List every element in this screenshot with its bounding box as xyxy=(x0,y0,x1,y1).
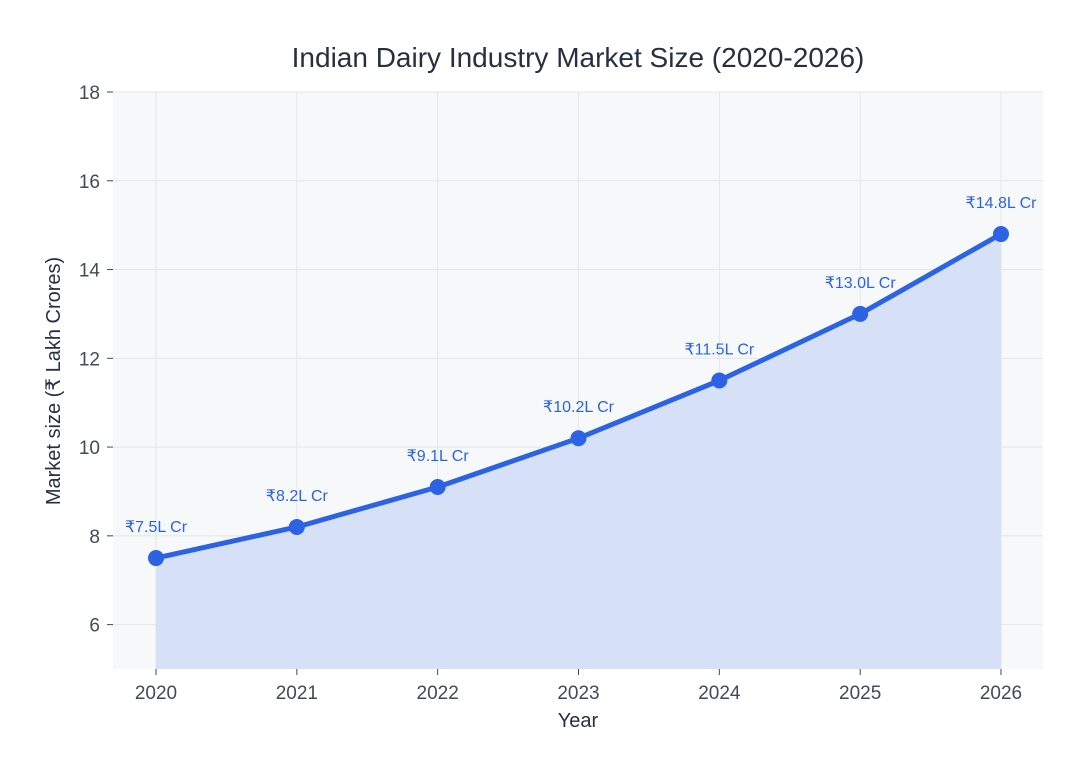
data-label: ₹9.1L Cr xyxy=(407,448,470,465)
y-axis-ticks: 6 8 10 12 14 16 18 xyxy=(79,83,113,637)
y-tick-label: 14 xyxy=(79,261,101,282)
x-tick-label: 2023 xyxy=(557,683,599,704)
y-tick-label: 18 xyxy=(79,83,100,104)
area-layer xyxy=(156,234,1001,669)
y-tick-label: 6 xyxy=(89,616,100,637)
x-tick-label: 2020 xyxy=(135,683,177,704)
data-point xyxy=(993,226,1009,243)
y-tick-label: 10 xyxy=(79,438,100,459)
data-label: ₹13.0L Cr xyxy=(825,275,897,292)
data-label: ₹7.5L Cr xyxy=(125,519,188,536)
data-point xyxy=(570,430,587,447)
data-point xyxy=(148,550,164,567)
y-tick-label: 8 xyxy=(89,527,100,548)
x-tick-label: 2024 xyxy=(698,683,741,704)
x-tick-label: 2021 xyxy=(276,683,318,704)
x-tick-label: 2022 xyxy=(417,683,459,704)
y-tick-label: 12 xyxy=(79,349,100,370)
x-tick-label: 2026 xyxy=(980,683,1022,704)
data-label: ₹11.5L Cr xyxy=(684,342,754,359)
data-point xyxy=(288,518,305,535)
chart-title: Indian Dairy Industry Market Size (2020-… xyxy=(292,42,865,73)
x-tick-label: 2025 xyxy=(839,683,881,704)
x-axis-label: Year xyxy=(558,710,599,732)
data-label: ₹10.2L Cr xyxy=(543,399,615,416)
area-fill xyxy=(156,234,1001,669)
y-axis-label: Market size (₹ Lakh Crores) xyxy=(43,257,65,505)
data-point xyxy=(852,305,869,322)
data-point xyxy=(429,479,446,496)
y-tick-label: 16 xyxy=(79,172,100,193)
data-labels: ₹7.5L Cr ₹8.2L Cr ₹9.1L Cr ₹10.2L Cr ₹11.5L … xyxy=(125,195,1037,536)
data-points xyxy=(148,226,1009,567)
data-point xyxy=(711,372,728,389)
data-label: ₹14.8L Cr xyxy=(966,195,1038,212)
data-label: ₹8.2L Cr xyxy=(266,488,329,505)
x-axis-ticks: 2020 2021 2022 2023 2024 2025 2026 xyxy=(135,669,1022,704)
